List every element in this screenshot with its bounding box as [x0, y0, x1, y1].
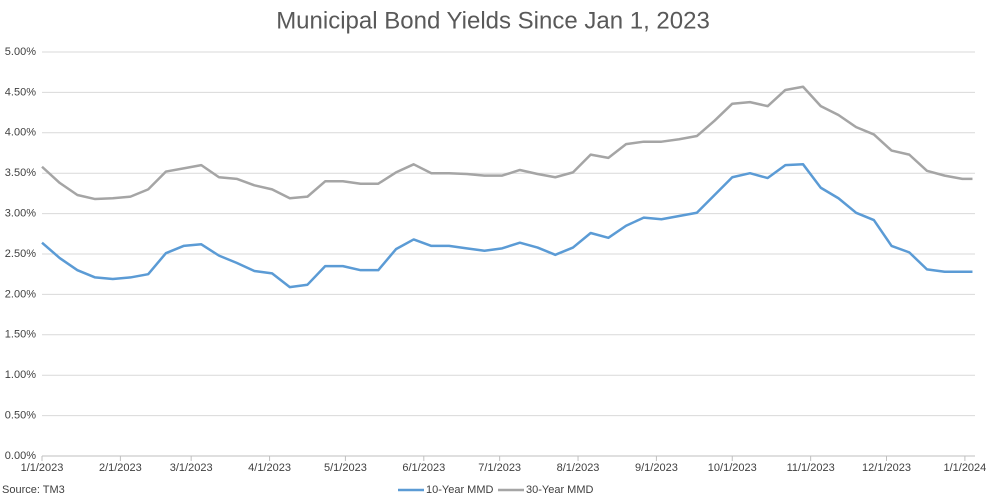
y-tick-label: 2.50% — [5, 248, 36, 260]
y-tick-label: 3.00% — [5, 208, 36, 220]
y-tick-label: 1.50% — [5, 329, 36, 341]
x-tick-label: 3/1/2023 — [170, 462, 213, 474]
x-tick-label: 2/1/2023 — [99, 462, 142, 474]
legend-label: 30-Year MMD — [526, 484, 594, 496]
y-tick-label: 0.50% — [5, 410, 36, 422]
y-tick-label: 4.50% — [5, 86, 36, 98]
y-tick-label: 2.00% — [5, 288, 36, 300]
y-tick-label: 3.50% — [5, 167, 36, 179]
x-tick-label: 1/1/2024 — [943, 462, 986, 474]
x-tick-label: 5/1/2023 — [324, 462, 367, 474]
x-tick-label: 10/1/2023 — [708, 462, 757, 474]
y-tick-label: 0.00% — [5, 450, 36, 462]
x-tick-label: 4/1/2023 — [248, 462, 291, 474]
x-tick-label: 11/1/2023 — [787, 462, 835, 474]
series-line — [41, 163, 973, 289]
x-tick-label: 6/1/2023 — [402, 462, 445, 474]
y-tick-label: 1.00% — [5, 369, 36, 381]
y-tick-label: 4.00% — [5, 127, 36, 139]
x-tick-label: 1/1/2023 — [21, 462, 64, 474]
legend-label: 10-Year MMD — [426, 484, 494, 496]
chart-title: Municipal Bond Yields Since Jan 1, 2023 — [276, 7, 710, 34]
y-tick-label: 5.00% — [5, 46, 36, 58]
x-tick-label: 8/1/2023 — [557, 462, 600, 474]
x-tick-label: 9/1/2023 — [635, 462, 678, 474]
x-tick-label: 12/1/2023 — [862, 462, 911, 474]
x-tick-label: 7/1/2023 — [478, 462, 521, 474]
source-note: Source: TM3 — [2, 484, 65, 496]
series-line — [41, 85, 973, 201]
